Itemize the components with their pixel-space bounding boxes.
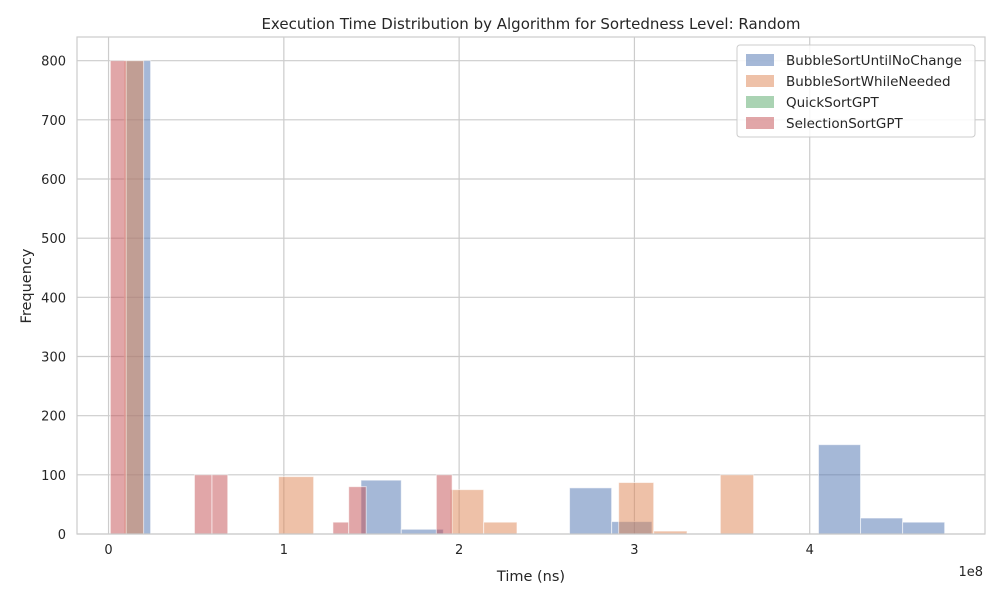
histogram-bar [449,489,485,535]
x-tick-label: 4 [806,543,814,558]
y-tick-label: 300 [41,351,66,366]
legend-label: BubbleSortUntilNoChange [786,53,962,69]
histogram-bar [360,479,402,535]
x-tick-label: 0 [104,543,112,558]
chart-title: Execution Time Distribution by Algorithm… [261,15,800,33]
legend-label: QuickSortGPT [786,95,879,111]
histogram-bar [435,474,453,535]
legend-swatch [746,75,774,87]
plot-frame [76,36,986,535]
y-tick-label: 500 [41,232,66,247]
histogram-bar [860,517,904,535]
histogram-bar [193,474,213,535]
y-tick-label: 200 [41,410,66,425]
histogram-bar [902,521,946,535]
legend-swatch [746,96,774,108]
histogram-bar [618,482,655,535]
x-axis-title: Time (ns) [496,569,565,585]
series-BubbleSortWhileNeeded [123,60,755,535]
x-tick-label: 3 [630,543,638,558]
histogram-bar [332,521,350,535]
grid-lines [77,37,985,535]
legend-label: SelectionSortGPT [786,116,903,132]
x-axis-offset-label: 1e8 [958,565,983,580]
y-tick-label: 600 [41,173,66,188]
x-tick-label: 1 [280,543,288,558]
histogram-bar [211,474,229,535]
legend-frame [736,44,976,138]
y-tick-label: 700 [41,114,66,129]
y-tick-label: 800 [41,55,66,70]
y-axis-title: Frequency [19,248,35,323]
legend: BubbleSortUntilNoChange BubbleSortWhileNe… [736,44,976,138]
y-tick-label: 100 [41,469,66,484]
histogram-bar [109,60,127,535]
histogram-bar [719,474,755,535]
y-axis-ticks: 0 100 200 300 400 500 600 700 800 [41,55,66,543]
histogram-bar [569,487,613,535]
x-tick-label: 2 [455,543,463,558]
y-tick-label: 0 [58,528,66,543]
x-axis-ticks: 0 1 2 3 4 [104,543,813,558]
histogram-bar [123,60,145,535]
histogram-bar [483,521,518,535]
legend-swatch [746,117,774,129]
histogram-bar [817,444,862,535]
histogram-bar [278,476,315,535]
y-tick-label: 400 [41,291,66,306]
legend-swatch [746,54,774,66]
histogram-bars [109,60,946,535]
histogram-bar [348,486,367,535]
legend-label: BubbleSortWhileNeeded [786,74,951,90]
